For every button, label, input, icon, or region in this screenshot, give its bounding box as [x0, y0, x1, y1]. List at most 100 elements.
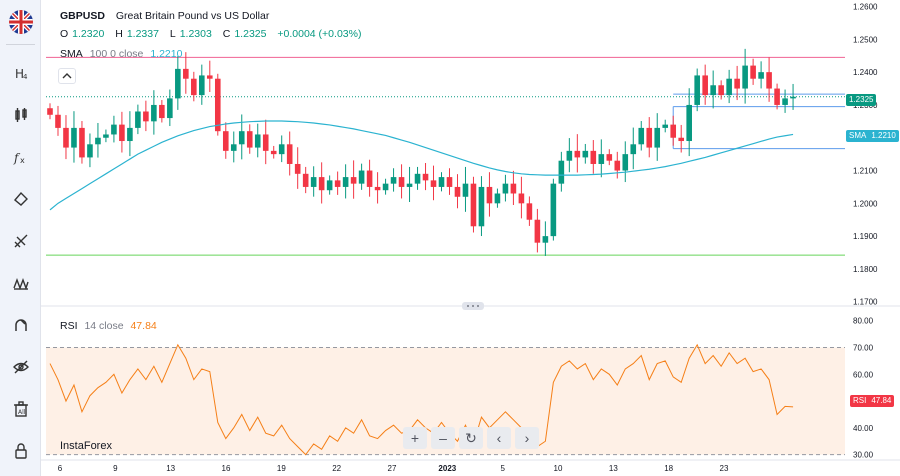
- candle-body: [382, 183, 389, 191]
- ohlc-legend: O 1.2320 H 1.2337 L 1.2303 C 1.2325 +0.0004 …: [60, 28, 365, 40]
- price-tick-label: 1.2100: [853, 167, 878, 176]
- candle: [758, 61, 764, 89]
- candle-body: [774, 88, 780, 105]
- draw-line-icon[interactable]: [5, 184, 37, 214]
- candle-body: [334, 180, 341, 187]
- candle: [342, 164, 349, 199]
- time-tick-label: 5: [500, 464, 505, 473]
- candle: [382, 178, 389, 195]
- candle: [662, 119, 669, 133]
- candle-body: [654, 127, 661, 148]
- candle: [686, 88, 692, 157]
- chart-type-icon[interactable]: [5, 100, 37, 130]
- candle: [422, 162, 429, 191]
- candle: [542, 221, 549, 256]
- candle: [111, 115, 117, 143]
- scroll-left-button[interactable]: ‹: [487, 427, 511, 449]
- candle: [310, 166, 317, 197]
- zoom-in-button[interactable]: +: [403, 427, 427, 449]
- candle-body: [718, 85, 724, 96]
- lock-icon[interactable]: [5, 436, 37, 466]
- patterns-icon[interactable]: [5, 268, 37, 298]
- fib-icon[interactable]: [5, 226, 37, 256]
- hide-drawings-icon[interactable]: [5, 352, 37, 382]
- candle: [742, 48, 748, 104]
- candle: [318, 162, 325, 204]
- candle-body: [342, 177, 349, 187]
- time-tick-label: 13: [609, 464, 618, 473]
- svg-text:x: x: [20, 156, 25, 165]
- collapse-legend-button[interactable]: [58, 68, 76, 84]
- candle-body: [366, 170, 373, 187]
- candle: [478, 176, 485, 237]
- candle: [518, 176, 525, 219]
- candle: [246, 124, 253, 154]
- candle-body: [246, 131, 253, 148]
- candle: [302, 166, 309, 194]
- reset-zoom-button[interactable]: ↻: [459, 427, 483, 449]
- symbol-name: GBPUSD: [60, 10, 105, 22]
- delete-all-icon[interactable]: All: [5, 394, 37, 424]
- candle: [526, 196, 533, 226]
- candle-body: [670, 124, 677, 138]
- candle: [270, 145, 277, 159]
- candle-body: [79, 127, 85, 158]
- candle-body: [350, 177, 357, 184]
- price-tick-label: 1.2400: [853, 68, 878, 77]
- candle-body: [238, 131, 245, 145]
- close-label: C: [222, 28, 231, 40]
- time-tick-label: 27: [388, 464, 397, 473]
- candle: [462, 166, 469, 212]
- candle-body: [302, 173, 309, 187]
- candle-body: [422, 173, 429, 181]
- candle: [143, 100, 149, 132]
- candle: [598, 139, 605, 178]
- zoom-out-button[interactable]: –: [431, 427, 455, 449]
- candle-body: [486, 186, 493, 204]
- candle: [510, 170, 517, 206]
- candle: [606, 149, 613, 166]
- candle: [534, 208, 541, 253]
- sma-value: 1.2210: [150, 48, 183, 60]
- candle-body: [63, 127, 69, 148]
- rsi-tick-label: 70.00: [853, 344, 874, 353]
- candle: [774, 83, 780, 110]
- candle-body: [358, 170, 365, 184]
- price-tick-label: 1.2000: [853, 199, 878, 208]
- magnet-icon[interactable]: [5, 310, 37, 340]
- candle-body: [262, 134, 269, 151]
- candle-body: [127, 127, 133, 142]
- candle-body: [542, 236, 549, 243]
- candle-body: [143, 111, 149, 122]
- candle: [414, 166, 421, 190]
- candle-body: [119, 124, 125, 142]
- rsi-legend[interactable]: RSI 14 close 47.84: [60, 320, 161, 332]
- sma-legend[interactable]: SMA 100 0 close 1.2210: [60, 48, 186, 60]
- candle: [358, 163, 365, 190]
- candle-body: [47, 108, 53, 115]
- candle-body: [199, 75, 205, 96]
- candle-body: [790, 96, 796, 99]
- candle: [430, 165, 437, 201]
- chart-canvas[interactable]: 1.26001.25001.24001.23001.22001.21001.20…: [41, 0, 900, 476]
- candle-body: [526, 203, 533, 220]
- candle: [175, 56, 181, 110]
- candle: [278, 135, 285, 163]
- candle-body: [286, 144, 293, 164]
- time-tick-label: 2023: [438, 464, 456, 473]
- candle-body: [318, 177, 325, 191]
- candle-body: [518, 193, 525, 204]
- candle: [159, 100, 165, 123]
- flag-icon[interactable]: [9, 10, 33, 34]
- candle-body: [638, 127, 645, 145]
- scroll-right-button[interactable]: ›: [515, 427, 539, 449]
- candle: [262, 119, 269, 165]
- candle-body: [462, 183, 469, 197]
- pane-resize-dot: [472, 305, 474, 307]
- candle: [734, 65, 740, 101]
- candle-body: [71, 127, 77, 148]
- open-label: O: [60, 28, 69, 40]
